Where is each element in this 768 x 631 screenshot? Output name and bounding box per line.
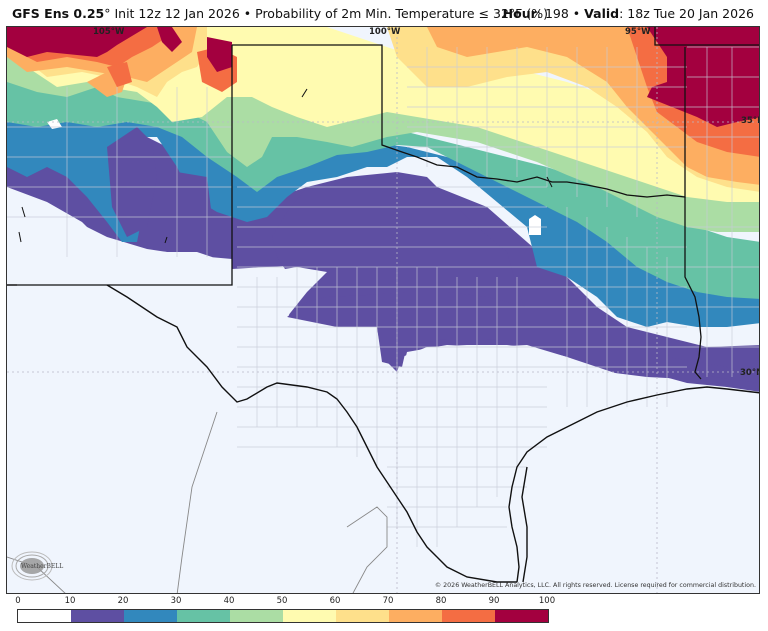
legend-ticks: 0 10 20 30 40 50 60 70 80 90 100 bbox=[15, 596, 555, 608]
map-header: GFS Ens 0.25° Init 12z 12 Jan 2026 • Pro… bbox=[0, 0, 768, 26]
legend-swatch-90-100 bbox=[495, 610, 548, 622]
model-name: GFS Ens 0.25 bbox=[12, 6, 105, 21]
copyright-text: © 2026 WeatherBELL Analytics, LLC. All r… bbox=[434, 582, 756, 589]
legend-swatch-40-50 bbox=[230, 610, 283, 622]
legend-swatch-10-20 bbox=[71, 610, 124, 622]
legend-swatch-20-30 bbox=[124, 610, 177, 622]
legend-tick: 80 bbox=[435, 596, 447, 606]
band-20-30 bbox=[7, 92, 759, 327]
map-panel[interactable]: 105°W 100°W 95°W 35°N 30°N bbox=[6, 26, 760, 594]
legend-tick: 70 bbox=[382, 596, 394, 606]
lon-label-105w: 105°W bbox=[93, 27, 125, 37]
legend-swatch-50-60 bbox=[283, 610, 336, 622]
degree-mark: ° bbox=[104, 6, 111, 21]
legend-swatch-0-10 bbox=[18, 610, 71, 622]
legend-swatch-30-40 bbox=[177, 610, 230, 622]
band-0-10 bbox=[7, 187, 759, 593]
legend-tick: 20 bbox=[117, 596, 129, 606]
legend-tick: 100 bbox=[538, 596, 556, 606]
valid-value: : 18z Tue 20 Jan 2026 bbox=[619, 6, 754, 21]
weatherbell-logo: WeatherBELL bbox=[11, 551, 63, 581]
legend-tick: 60 bbox=[329, 596, 341, 606]
valid-label: Valid bbox=[584, 6, 620, 21]
state-borders bbox=[7, 27, 759, 380]
lat-lon-grid bbox=[7, 27, 759, 593]
color-legend: 0 10 20 30 40 50 60 70 80 90 100 bbox=[15, 596, 555, 626]
legend-tick: 10 bbox=[64, 596, 76, 606]
init-time: Init 12z 12 Jan 2026 bbox=[110, 6, 240, 21]
legend-swatch-70-80 bbox=[389, 610, 442, 622]
legend-colorbar bbox=[17, 609, 549, 623]
border-coastline bbox=[106, 284, 759, 583]
legend-tick: 30 bbox=[170, 596, 182, 606]
logo-text: WeatherBELL bbox=[21, 563, 63, 570]
hour-label: Hour bbox=[502, 6, 537, 21]
lon-label-95w: 95°W bbox=[625, 27, 651, 37]
legend-tick: 40 bbox=[223, 596, 235, 606]
separator: • bbox=[568, 6, 585, 21]
lon-label-100w: 100°W bbox=[369, 27, 401, 37]
probability-map bbox=[7, 27, 759, 593]
legend-tick: 90 bbox=[488, 596, 500, 606]
band-90-100 bbox=[7, 27, 147, 57]
separator: • bbox=[239, 6, 256, 21]
title-left: GFS Ens 0.25° Init 12z 12 Jan 2026 • Pro… bbox=[12, 6, 548, 21]
title-right: Hour: 198 • Valid: 18z Tue 20 Jan 2026 bbox=[503, 6, 754, 21]
legend-swatch-80-90 bbox=[442, 610, 495, 622]
lat-label-35n: 35°N bbox=[741, 116, 759, 126]
legend-tick: 50 bbox=[276, 596, 288, 606]
legend-tick: 0 bbox=[15, 596, 21, 606]
lat-label-30n: 30°N bbox=[740, 368, 759, 378]
product-name: Probability of 2m Min. Temperature ≤ 32°… bbox=[255, 6, 548, 21]
legend-swatch-60-70 bbox=[336, 610, 389, 622]
hour-value: : 198 bbox=[536, 6, 569, 21]
